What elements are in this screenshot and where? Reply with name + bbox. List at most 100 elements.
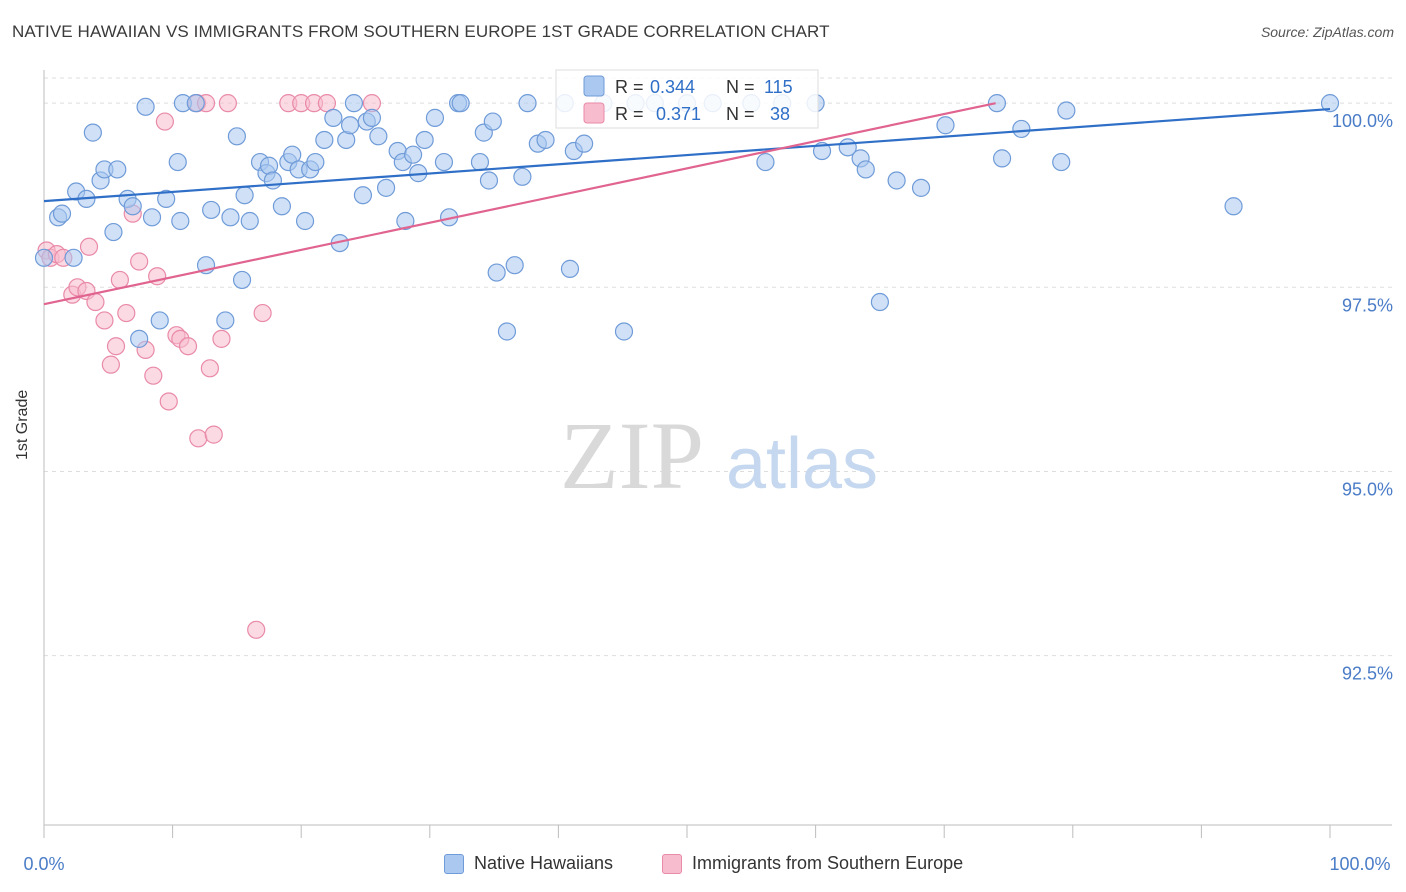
point-native-hawaiians xyxy=(171,211,190,231)
point-native-hawaiians xyxy=(150,311,169,330)
point-native-hawaiians xyxy=(936,116,955,135)
point-native-hawaiians xyxy=(315,130,334,150)
y-tick-label: 92.5% xyxy=(1342,664,1393,684)
legend-n-value-2: 38 xyxy=(770,104,790,124)
point-native-hawaiians xyxy=(434,152,454,172)
legend-item-native-hawaiians[interactable]: Native Hawaiians xyxy=(444,853,613,874)
legend-swatch-immigrants xyxy=(583,102,605,124)
point-native-hawaiians xyxy=(479,171,499,190)
point-native-hawaiians xyxy=(756,152,775,172)
watermark-atlas: atlas xyxy=(726,424,878,504)
series-native-hawaiians-points xyxy=(34,94,1340,348)
point-immigrants-southern-europe xyxy=(189,429,208,448)
y-tick-label: 97.5% xyxy=(1342,295,1393,315)
point-native-hawaiians xyxy=(295,211,315,231)
point-native-hawaiians xyxy=(575,134,594,153)
point-native-hawaiians xyxy=(221,208,240,227)
watermark: ZIP atlas xyxy=(560,402,878,509)
y-tick-label: 95.0% xyxy=(1342,479,1393,499)
point-immigrants-southern-europe xyxy=(95,311,114,330)
point-native-hawaiians xyxy=(403,145,423,164)
point-native-hawaiians xyxy=(142,208,162,227)
point-native-hawaiians xyxy=(987,94,1007,113)
legend-swatch-pink xyxy=(662,853,682,874)
point-native-hawaiians xyxy=(518,94,537,113)
legend-swatch-native-hawaiians xyxy=(583,75,605,97)
legend-n-label-2: N = xyxy=(726,104,755,124)
legend-label-immigrants-southern-europe: Immigrants from Southern Europe xyxy=(692,853,964,873)
point-native-hawaiians xyxy=(34,248,54,267)
point-native-hawaiians xyxy=(123,197,142,216)
point-native-hawaiians xyxy=(536,130,555,150)
point-native-hawaiians xyxy=(324,108,343,127)
point-immigrants-southern-europe xyxy=(155,112,174,131)
point-immigrants-southern-europe xyxy=(130,252,149,271)
point-immigrants-southern-europe xyxy=(247,620,266,639)
point-immigrants-southern-europe xyxy=(101,355,120,374)
point-native-hawaiians xyxy=(376,178,396,197)
legend-n-label-1: N = xyxy=(726,77,755,97)
point-immigrants-southern-europe xyxy=(178,337,198,356)
legend-r-label-1: R = xyxy=(615,77,644,97)
x-tick-labels: 0.0% 100.0% xyxy=(23,854,1390,874)
watermark-zip: ZIP xyxy=(560,402,704,509)
point-native-hawaiians xyxy=(272,197,292,216)
point-immigrants-southern-europe xyxy=(117,303,136,323)
trend-lines xyxy=(43,102,1331,306)
point-native-hawaiians xyxy=(415,130,434,150)
point-native-hawaiians xyxy=(1320,94,1340,113)
point-native-hawaiians xyxy=(505,256,524,275)
point-native-hawaiians xyxy=(497,322,517,341)
point-native-hawaiians xyxy=(340,116,360,135)
point-native-hawaiians xyxy=(560,259,580,278)
correlation-legend: R = 0.344 N = 115 R = 0.371 N = 38 xyxy=(555,69,819,129)
point-native-hawaiians xyxy=(263,171,283,190)
x-tick-label-max: 100.0% xyxy=(1329,854,1390,874)
point-native-hawaiians xyxy=(396,211,415,231)
point-immigrants-southern-europe xyxy=(200,359,219,378)
point-native-hawaiians xyxy=(52,204,72,223)
point-native-hawaiians xyxy=(362,108,382,127)
point-native-hawaiians xyxy=(353,186,373,205)
point-native-hawaiians xyxy=(186,94,205,113)
legend-r-label-2: R = xyxy=(615,104,644,124)
point-native-hawaiians xyxy=(235,186,254,205)
point-native-hawaiians xyxy=(157,189,176,209)
point-native-hawaiians xyxy=(1224,197,1243,216)
point-native-hawaiians xyxy=(83,123,102,142)
point-native-hawaiians xyxy=(130,329,149,348)
point-native-hawaiians xyxy=(344,94,364,113)
point-native-hawaiians xyxy=(425,108,445,127)
axes xyxy=(43,70,1392,826)
point-native-hawaiians xyxy=(856,160,875,179)
series-legend: Native Hawaiians Immigrants from Souther… xyxy=(0,850,1406,880)
point-native-hawaiians xyxy=(232,270,252,290)
trend-line-native-hawaiians xyxy=(43,107,1331,203)
point-native-hawaiians xyxy=(870,292,890,312)
point-native-hawaiians xyxy=(992,149,1012,168)
point-native-hawaiians xyxy=(104,222,123,242)
point-immigrants-southern-europe xyxy=(212,329,231,348)
legend-swatch-blue xyxy=(444,853,464,874)
point-immigrants-southern-europe xyxy=(253,303,272,323)
gridlines xyxy=(44,77,1392,657)
point-native-hawaiians xyxy=(202,200,221,220)
point-native-hawaiians xyxy=(1052,152,1071,172)
chart-title: NATIVE HAWAIIAN VS IMMIGRANTS FROM SOUTH… xyxy=(12,22,830,41)
point-native-hawaiians xyxy=(513,167,532,186)
point-native-hawaiians xyxy=(306,152,325,172)
legend-label-native-hawaiians: Native Hawaiians xyxy=(474,853,614,873)
legend-item-immigrants-southern-europe[interactable]: Immigrants from Southern Europe xyxy=(662,853,963,874)
point-native-hawaiians xyxy=(487,263,506,282)
point-native-hawaiians xyxy=(216,311,235,330)
point-native-hawaiians xyxy=(614,322,634,341)
point-immigrants-southern-europe xyxy=(144,366,163,385)
x-ticks xyxy=(43,825,1331,838)
legend-r-value-2: 0.371 xyxy=(656,104,701,124)
point-native-hawaiians xyxy=(136,97,155,116)
y-tick-labels: 100.0% 97.5% 95.0% 92.5% xyxy=(1332,111,1393,683)
point-native-hawaiians xyxy=(369,127,388,146)
point-native-hawaiians xyxy=(168,152,187,172)
legend-n-value-1: 115 xyxy=(764,77,793,97)
